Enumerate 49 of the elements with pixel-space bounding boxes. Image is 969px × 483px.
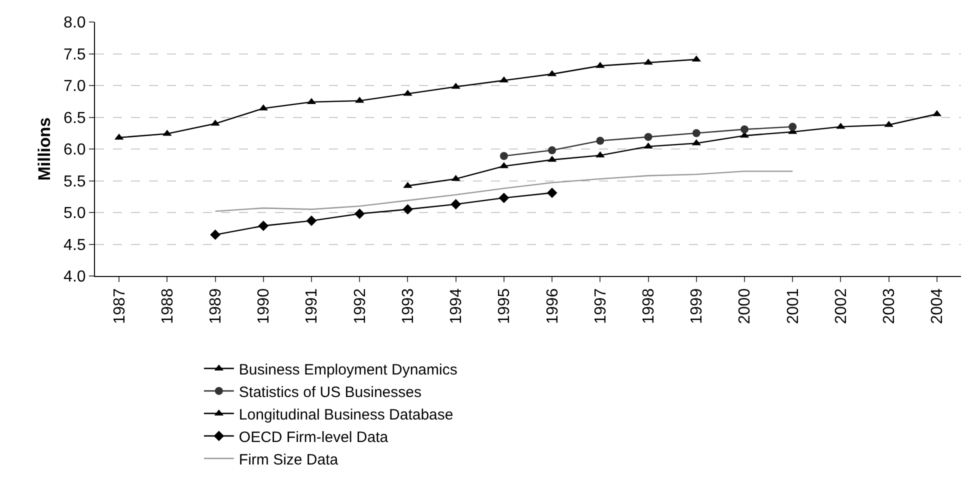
legend-label: Longitudinal Business Database	[238, 406, 454, 424]
y-tick-label: 7.0	[64, 78, 86, 96]
point	[498, 192, 510, 204]
x-tick-label: 2002	[832, 288, 850, 324]
point	[546, 188, 558, 198]
x-tick-label: 1990	[256, 288, 273, 324]
legend-label: OECD Firm-level Data	[238, 428, 389, 446]
x-tick-label: 2004	[929, 288, 946, 324]
x-tick-label: 1993	[400, 288, 417, 324]
point	[258, 220, 269, 232]
point	[788, 122, 797, 131]
x-tick-label: 1998	[640, 288, 658, 324]
y-tick-label: 5.0	[64, 205, 86, 222]
point	[596, 136, 604, 145]
point	[306, 216, 317, 226]
x-tick-label: 1987	[111, 288, 128, 324]
y-tick-label: 7.5	[64, 46, 86, 64]
y-tick-label: 6.0	[64, 142, 86, 159]
legend-label: Statistics of US Businesses	[238, 384, 422, 401]
point	[644, 132, 652, 141]
x-tick-label: 1999	[688, 288, 706, 324]
y-tick-label: 4.0	[64, 268, 86, 286]
x-tick-label: 1994	[448, 288, 466, 324]
x-tick-label: 1992	[352, 288, 369, 324]
y-tick-label: 6.5	[64, 110, 86, 127]
point	[692, 129, 700, 138]
point	[548, 146, 556, 154]
point	[450, 199, 462, 210]
x-tick-label: 1991	[304, 288, 321, 324]
x-tick-label: 1997	[592, 288, 610, 324]
y-tick-label: 4.5	[64, 236, 86, 254]
point	[354, 208, 365, 219]
x-tick-label: 1989	[207, 288, 224, 324]
y-tick-label: 5.5	[64, 173, 86, 190]
x-tick-label: 2001	[784, 288, 802, 324]
legend-label: Business Employment Dynamics	[238, 361, 458, 378]
point	[210, 230, 220, 240]
y-axis-title: Millions	[35, 117, 54, 181]
line-series	[214, 170, 794, 212]
x-tick-label: 1995	[496, 288, 514, 324]
x-tick-label: 1996	[544, 288, 562, 324]
x-tick-label: 1988	[159, 288, 176, 324]
point	[500, 152, 508, 160]
point	[740, 125, 748, 134]
point	[402, 204, 413, 215]
x-tick-label: 2003	[881, 288, 898, 324]
y-tick-label: 8.0	[64, 14, 86, 32]
x-tick-label: 2000	[736, 288, 754, 324]
legend-label: Firm Size Data	[238, 451, 339, 468]
